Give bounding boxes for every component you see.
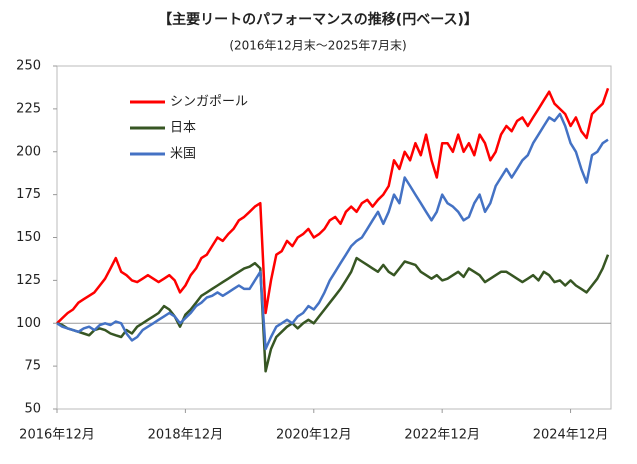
y-tick-label: 200 [16,144,41,159]
y-tick-label: 100 [16,316,41,331]
legend-label: 日本 [170,121,196,136]
legend-label: シンガポール [170,95,248,110]
x-tick-label: 2020年12月 [276,428,352,443]
x-tick-label: 2022年12月 [404,428,480,443]
y-tick-label: 175 [16,187,41,202]
y-tick-label: 75 [24,359,41,374]
chart-subtitle: (2016年12月末～2025年7月末) [229,39,406,53]
series-line [56,254,610,373]
y-tick-label: 250 [16,59,41,74]
legend-label: 米国 [170,147,196,162]
series-line [56,112,609,351]
y-tick-label: 225 [16,101,41,116]
x-tick-label: 2016年12月 [19,428,95,443]
series-line [56,87,610,325]
y-tick-label: 150 [16,230,41,245]
y-tick-label: 50 [24,402,41,417]
plot-frame [56,65,612,410]
x-tick-label: 2024年12月 [533,428,609,443]
x-tick-label: 2018年12月 [148,428,224,443]
chart-title: 【主要リートのパフォーマンスの推移(円ベース)】 [158,11,478,28]
y-tick-label: 125 [16,273,41,288]
